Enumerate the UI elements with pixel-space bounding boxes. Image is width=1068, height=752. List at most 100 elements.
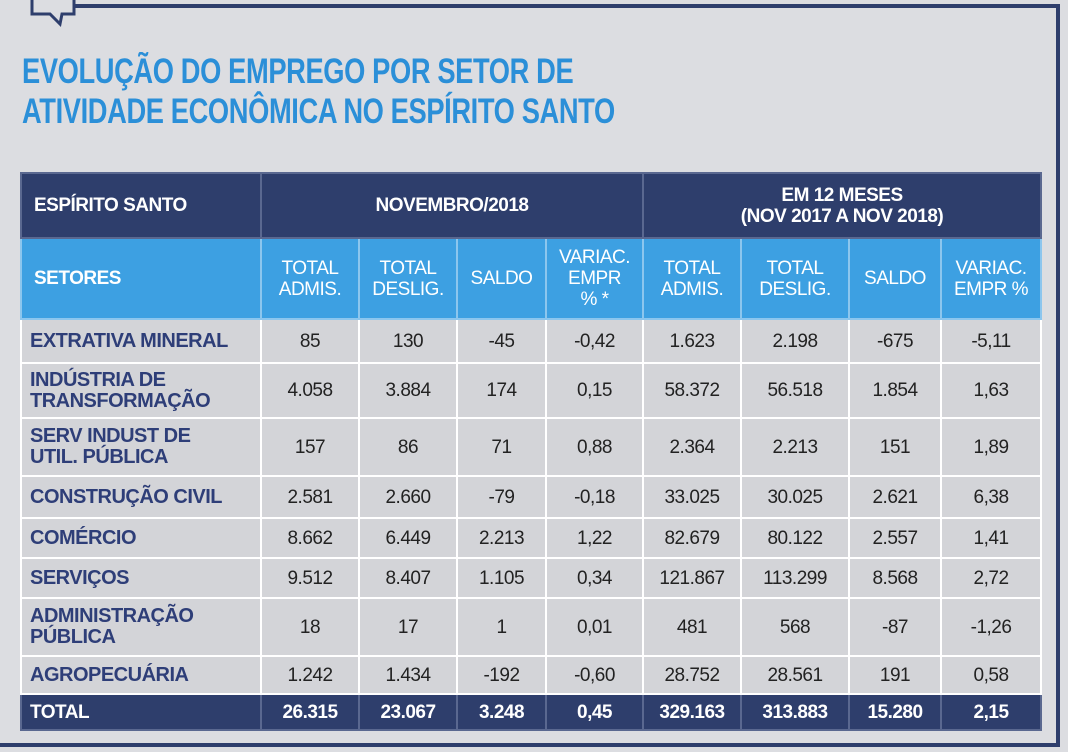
table-cell: 2.660 (358, 475, 458, 519)
table-cell: 82.679 (642, 517, 743, 559)
table-cell: 86 (358, 417, 458, 477)
table-cell: 8.568 (848, 557, 943, 599)
table-cell: 18 (260, 597, 360, 657)
table-cell: 113.299 (740, 557, 851, 599)
table-cell: 0,58 (940, 655, 1043, 695)
sector-name: ADMINISTRAÇÃO PÚBLICA (20, 597, 262, 657)
total-cell: 329.163 (642, 693, 743, 731)
sector-name: CONSTRUÇÃO CIVIL (20, 475, 262, 519)
table-cell: -0,42 (544, 318, 645, 364)
column-header: TOTAL DESLIG. (740, 237, 851, 320)
table-cell: 17 (358, 597, 458, 657)
table-cell: -45 (456, 318, 547, 364)
table-row: AGROPECUÁRIA 1.242 1.434 -192 -0,60 28.752 28.… (20, 655, 1043, 695)
table-cell: 2.557 (848, 517, 943, 559)
table-cell: 30.025 (740, 475, 851, 519)
table-cell: 121.867 (642, 557, 743, 599)
table-row: COMÉRCIO 8.662 6.449 2.213 1,22 82.679 80.122 2… (20, 517, 1043, 559)
total-cell: 26.315 (260, 693, 360, 731)
table-row: ESPÍRITO SANTO NOVEMBRO/2018 EM 12 MESES (… (20, 172, 1043, 239)
group-header: ESPÍRITO SANTO (20, 172, 262, 239)
table-cell: -675 (848, 318, 943, 364)
table-cell: 56.518 (740, 362, 851, 419)
table-cell: 2.213 (740, 417, 851, 477)
table-cell: 3.884 (358, 362, 458, 419)
table-cell: 80.122 (740, 517, 851, 559)
table-cell: 2.198 (740, 318, 851, 364)
table-cell: 1.434 (358, 655, 458, 695)
table-cell: -1,26 (940, 597, 1043, 657)
total-cell: 2,15 (940, 693, 1043, 731)
table-cell: 481 (642, 597, 743, 657)
table-cell: 151 (848, 417, 943, 477)
column-header: SALDO (848, 237, 943, 320)
total-cell: 23.067 (358, 693, 458, 731)
total-cell: 0,45 (544, 693, 645, 731)
column-header: SETORES (20, 237, 262, 320)
group-header: NOVEMBRO/2018 (259, 172, 645, 239)
table-cell: 1.105 (456, 557, 547, 599)
table-cell: 2.364 (642, 417, 743, 477)
table-cell: 1.854 (848, 362, 943, 419)
table-cell: 2.581 (260, 475, 360, 519)
sector-name: EXTRATIVA MINERAL (20, 318, 262, 364)
table-cell: 1.623 (642, 318, 743, 364)
table-cell: 0,01 (544, 597, 645, 657)
column-header: SALDO (456, 237, 547, 320)
table-cell: 0,15 (544, 362, 645, 419)
sector-name: COMÉRCIO (20, 517, 262, 559)
table-row: TOTAL 26.315 23.067 3.248 0,45 329.163 313.883… (20, 693, 1043, 731)
table-cell: 2.213 (456, 517, 547, 559)
table-cell: 0,88 (544, 417, 645, 477)
total-cell: 3.248 (456, 693, 547, 731)
column-header: TOTAL ADMIS. (642, 237, 743, 320)
table-cell: 2.621 (848, 475, 943, 519)
table-cell: 568 (740, 597, 851, 657)
title-line: EVOLUÇÃO DO EMPREGO POR SETOR DE (22, 52, 574, 91)
speech-icon (30, 0, 76, 28)
table-cell: 174 (456, 362, 547, 419)
table-cell: 1,41 (940, 517, 1043, 559)
table-cell: 28.561 (740, 655, 851, 695)
column-header: TOTAL DESLIG. (358, 237, 458, 320)
sector-name: SERV INDUST DE UTIL. PÚBLICA (20, 417, 262, 477)
table-cell: 58.372 (642, 362, 743, 419)
table-cell: 8.662 (260, 517, 360, 559)
table-cell: 33.025 (642, 475, 743, 519)
total-label: TOTAL (20, 693, 262, 731)
table-cell: 4.058 (260, 362, 360, 419)
table-cell: 28.752 (642, 655, 743, 695)
table-cell: 1,63 (940, 362, 1043, 419)
title: EVOLUÇÃO DO EMPREGO POR SETOR DE ATIVIDA… (22, 52, 615, 132)
table: ESPÍRITO SANTO NOVEMBRO/2018 EM 12 MESES (… (20, 172, 1043, 731)
column-header: VARIAC. EMPR % * (544, 237, 645, 320)
table-row: INDÚSTRIA DE TRANSFORMAÇÃO 4.058 3.884 174 0… (20, 362, 1043, 419)
column-header: TOTAL ADMIS. (260, 237, 360, 320)
table-cell: -87 (848, 597, 943, 657)
table-cell: 1,89 (940, 417, 1043, 477)
table-cell: 1 (456, 597, 547, 657)
table-row: CONSTRUÇÃO CIVIL 2.581 2.660 -79 -0,18 33.025… (20, 475, 1043, 519)
title-line: ATIVIDADE ECONÔMICA NO ESPÍRITO SANTO (22, 92, 615, 131)
total-cell: 15.280 (848, 693, 943, 731)
table-cell: 1,22 (544, 517, 645, 559)
table-row: SERV INDUST DE UTIL. PÚBLICA 157 86 71 0,88 2… (20, 417, 1043, 477)
table-row: SETORES TOTAL ADMIS. TOTAL DESLIG. SALDO VAR… (20, 237, 1043, 320)
table-cell: 9.512 (260, 557, 360, 599)
table-cell: 6.449 (358, 517, 458, 559)
table-row: SERVIÇOS 9.512 8.407 1.105 0,34 121.867 113.29… (20, 557, 1043, 599)
table-cell: -0,18 (544, 475, 645, 519)
table-cell: 85 (260, 318, 360, 364)
sector-name: INDÚSTRIA DE TRANSFORMAÇÃO (20, 362, 262, 419)
table-cell: 191 (848, 655, 943, 695)
total-cell: 313.883 (740, 693, 851, 731)
table-cell: 157 (260, 417, 360, 477)
table-cell: -0,60 (544, 655, 645, 695)
table-row: ADMINISTRAÇÃO PÚBLICA 18 17 1 0,01 481 568 -87-… (20, 597, 1043, 657)
table-cell: 1.242 (260, 655, 360, 695)
sector-name: SERVIÇOS (20, 557, 262, 599)
table-cell: -5,11 (940, 318, 1043, 364)
table-cell: 2,72 (940, 557, 1043, 599)
